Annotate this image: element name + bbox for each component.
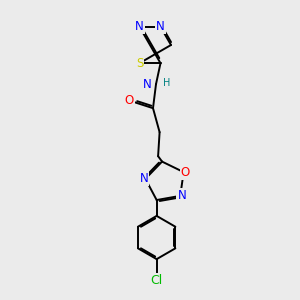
Text: H: H	[163, 78, 170, 88]
Text: O: O	[181, 166, 190, 178]
Text: S: S	[136, 57, 143, 70]
Text: N: N	[177, 189, 186, 203]
Text: Cl: Cl	[151, 274, 163, 287]
Text: N: N	[135, 20, 144, 33]
Text: N: N	[143, 78, 152, 91]
Text: O: O	[124, 94, 134, 107]
Text: N: N	[140, 172, 148, 185]
Text: N: N	[156, 20, 165, 33]
